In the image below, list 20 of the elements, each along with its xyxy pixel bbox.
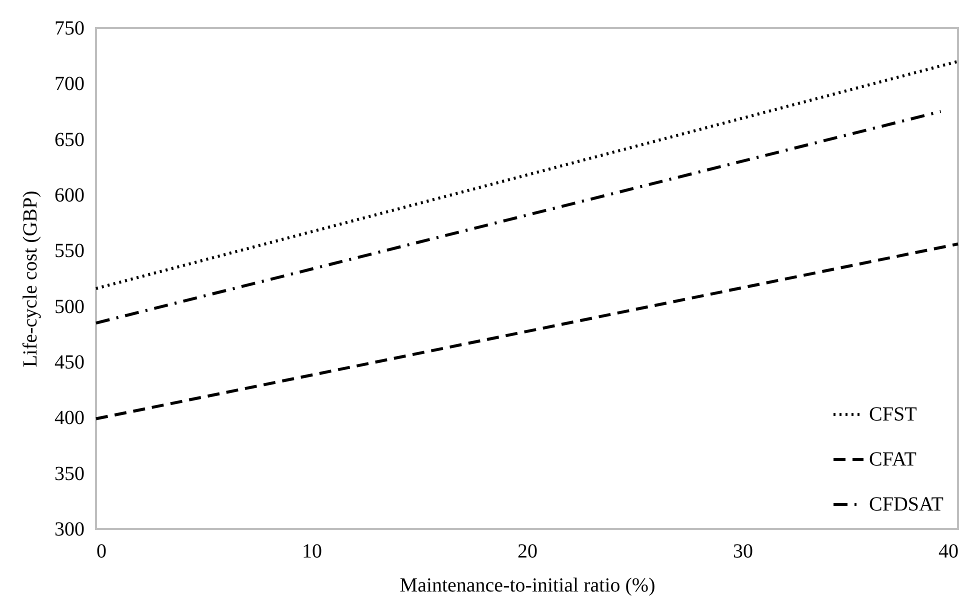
legend-label: CFAT [869, 448, 916, 470]
legend-label: CFST [869, 404, 917, 426]
x-tick-label: 0 [96, 540, 106, 562]
y-tick-label: 700 [54, 73, 84, 96]
y-tick-label: 500 [54, 296, 84, 318]
legend-label: CFDSAT [869, 494, 944, 516]
y-axis-title: Life-cycle cost (GBP) [20, 190, 42, 368]
y-tick-label: 650 [54, 128, 84, 151]
x-tick-label: 20 [518, 540, 538, 562]
y-tick-label: 750 [54, 18, 84, 40]
x-tick-label: 10 [302, 540, 322, 562]
y-tick-label: 300 [54, 518, 84, 540]
y-tick-label: 550 [54, 240, 84, 262]
y-tick-label: 350 [54, 462, 84, 485]
x-axis-title: Maintenance-to-initial ratio (%) [400, 574, 656, 596]
y-tick-label: 450 [54, 352, 84, 374]
y-tick-label: 400 [54, 407, 84, 430]
x-tick-label: 30 [733, 540, 753, 562]
y-tick-label: 600 [54, 184, 84, 206]
x-tick-label: 40 [938, 540, 958, 562]
